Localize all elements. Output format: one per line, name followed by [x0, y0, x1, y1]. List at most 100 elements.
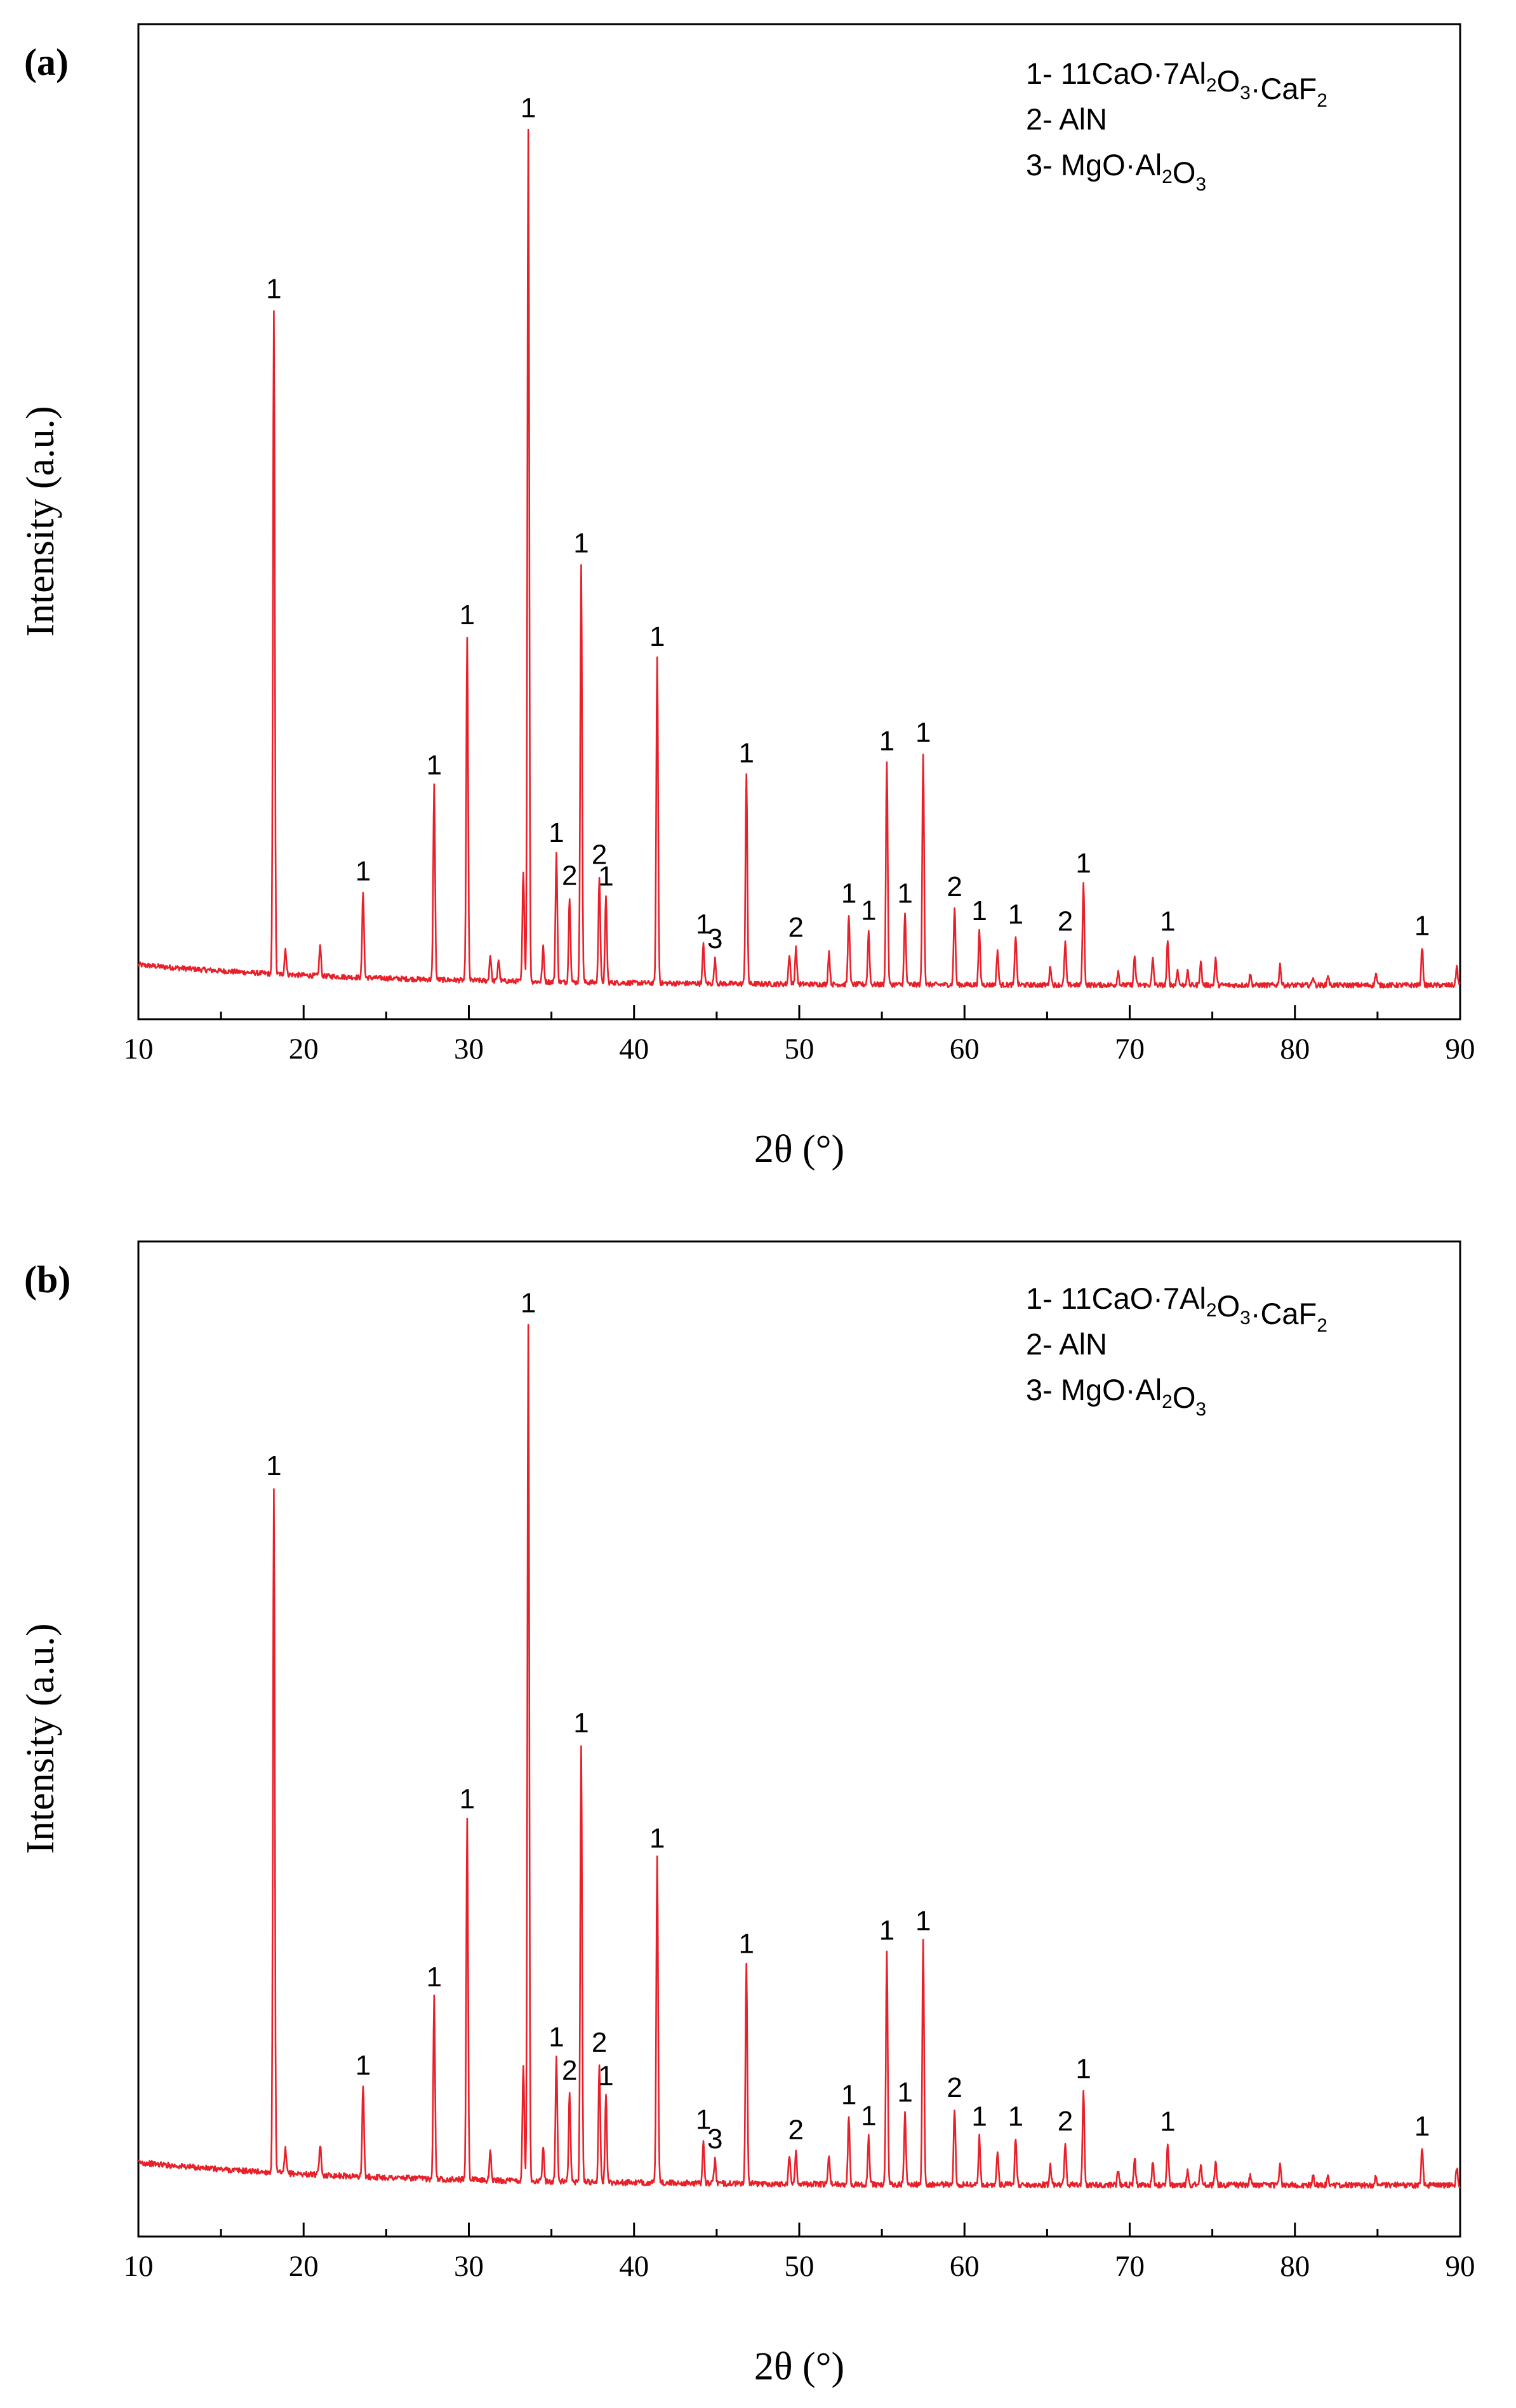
panel-a-peak-label: 2 [1058, 906, 1073, 937]
panel-a-peak-label: 1 [971, 895, 987, 926]
panel-b-peak-label: 1 [573, 1708, 588, 1739]
panel-a-peak-label: 2 [788, 912, 804, 943]
panel-a-peak-label: 1 [897, 878, 912, 909]
panel-b-x-tick-label: 60 [950, 2250, 980, 2283]
panel-a-peak-label: 3 [707, 923, 722, 954]
panel-b-peak-label: 1 [356, 2050, 371, 2081]
panel-a-peak-label: 1 [356, 855, 371, 886]
panel-a-peak-label: 1 [1414, 911, 1430, 942]
panel-a-legend-entry: 2- AlN [1026, 102, 1107, 136]
panel-a-x-tick-label: 70 [1115, 1033, 1145, 1066]
legend-subscript: 3 [1240, 83, 1251, 104]
panel-b-peak-label: 1 [879, 1915, 894, 1946]
legend-formula-part: 11CaO·7Al [1061, 57, 1206, 90]
legend-subscript: 2 [1162, 166, 1173, 187]
panel-b-peak-label: 1 [897, 2077, 912, 2108]
panel-a-trace-layer [137, 128, 1461, 989]
panel-b-peak-label: 3 [707, 2124, 722, 2155]
panel-b-x-tick-label: 30 [454, 2250, 484, 2283]
panel-b-plot-frame [137, 1240, 1461, 2238]
legend-formula-part: AlN [1059, 1327, 1107, 1361]
legend-formula-part: 11CaO·7Al [1061, 1281, 1206, 1315]
panel-a-peak-label: 1 [861, 895, 876, 926]
legend-number: 3- [1026, 1373, 1061, 1407]
panel-b-legend-entry: 2- AlN [1026, 1327, 1107, 1361]
panel-a-label: (a) [24, 41, 69, 83]
legend-subscript: 3 [1195, 174, 1206, 195]
legend-formula-part: O [1173, 1381, 1196, 1414]
panel-b-peak-label: 1 [549, 2021, 564, 2052]
legend-subscript: 2 [1206, 75, 1217, 96]
panel-b-peak-label: 1 [1160, 2106, 1175, 2137]
legend-number: 1- [1026, 57, 1061, 90]
legend-number: 1- [1026, 1281, 1061, 1315]
panel-b-peak-label: 1 [696, 2104, 711, 2136]
panel-b-peak-label: 1 [460, 1784, 475, 1815]
panel-a-peak-label: 1 [598, 860, 613, 892]
panel-a-plot-frame [137, 23, 1461, 1020]
panel-b-peak-label: 2 [947, 2072, 962, 2103]
panel-b-peak-label: 1 [841, 2080, 856, 2111]
panel-b-peak-label: 1 [1414, 2111, 1430, 2142]
legend-subscript: 3 [1240, 1308, 1251, 1328]
panel-a-legend-entry: 3- MgO·Al2O3 [1026, 148, 1206, 195]
panel-a-peak-label: 1 [1075, 848, 1091, 879]
panel-a-peak-label: 1 [427, 750, 442, 781]
panel-b-x-tick-label: 70 [1115, 2250, 1145, 2283]
legend-subscript: 3 [1195, 1399, 1206, 1420]
panel-a-x-tick-label: 90 [1446, 1033, 1475, 1066]
panel-a-x-axis-title: 2θ (°) [754, 1128, 844, 1171]
panel-b-x-tick-label: 80 [1280, 2250, 1310, 2283]
panel-b-peak-label: 1 [427, 1962, 442, 1993]
legend-formula-part: O [1217, 1289, 1240, 1323]
panel-b-peak-label: 1 [649, 1823, 665, 1854]
panel-a-x-tick-label: 10 [124, 1033, 154, 1066]
panel-a-peak-label: 2 [947, 871, 962, 902]
panel-b-peak-label: 1 [521, 1288, 536, 1319]
legend-formula-part: O [1217, 64, 1240, 98]
panel-a-x-tick-label: 20 [289, 1033, 319, 1066]
panel-b-peak-label: 1 [861, 2101, 876, 2132]
panel-b-trace-layer [137, 1323, 1461, 2189]
panel-b-peak-label: 1 [738, 1929, 754, 1960]
panel-b-peak-label: 1 [915, 1906, 931, 1937]
panel-b-peak-label: 1 [1008, 2101, 1023, 2132]
panel-b-peak-label: 2 [592, 2027, 607, 2058]
panel-a-x-tick-label: 80 [1280, 1033, 1310, 1066]
panel-a-peak-label: 1 [1008, 899, 1023, 930]
panel-b-legend-entry: 1- 11CaO·7Al2O3·CaF2 [1026, 1281, 1327, 1336]
panel-a-x-tick-label: 40 [619, 1033, 649, 1066]
panel-a-peak-label: 2 [562, 860, 577, 892]
panel-b-legend-entry: 3- MgO·Al2O3 [1026, 1373, 1206, 1420]
panel-b-x-tick-label: 10 [124, 2250, 154, 2283]
panel-b-x-axis: 10 20 30 40 50 60 70 80 90 [124, 2223, 1475, 2283]
panel-a-x-tick-label: 30 [454, 1033, 484, 1066]
panel-b-peak-label: 1 [1075, 2054, 1091, 2085]
panel-b-x-axis-title: 2θ (°) [754, 2345, 844, 2388]
legend-number: 3- [1026, 148, 1061, 182]
panel-a-peak-label: 1 [266, 273, 281, 304]
panel-a-x-axis: 10 20 30 40 50 60 70 80 90 [124, 1005, 1475, 1066]
panel-b-peak-label: 2 [562, 2055, 577, 2086]
panel-a-peak-label: 1 [521, 92, 536, 123]
legend-subscript: 2 [1206, 1300, 1217, 1321]
panel-b-peak-label: 1 [598, 2060, 613, 2091]
legend-subscript: 2 [1317, 90, 1327, 111]
legend-subscript: 2 [1162, 1391, 1173, 1412]
legend-number: 2- [1026, 102, 1059, 136]
panel-b-x-tick-label: 90 [1446, 2250, 1475, 2283]
panel-b-x-tick-label: 40 [619, 2250, 649, 2283]
panel-a-x-tick-label: 60 [950, 1033, 980, 1066]
panel-b-label: (b) [24, 1259, 70, 1301]
panel-a-y-axis-title: Intensity (a.u.) [19, 406, 62, 636]
panel-a-peak-label: 1 [696, 909, 711, 940]
legend-formula-part: MgO·Al [1061, 148, 1162, 182]
panel-a-peak-label: 2 [592, 839, 607, 870]
panel-b-chart: (b) 10 20 30 40 50 60 70 80 90 11111121211131211… [19, 1240, 1475, 2388]
panel-a-peak-label: 1 [460, 599, 475, 631]
panel-b-peak-label: 1 [971, 2101, 987, 2132]
